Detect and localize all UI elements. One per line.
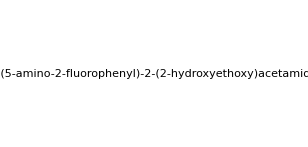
Text: N-(5-amino-2-fluorophenyl)-2-(2-hydroxyethoxy)acetamide: N-(5-amino-2-fluorophenyl)-2-(2-hydroxye… (0, 69, 308, 78)
